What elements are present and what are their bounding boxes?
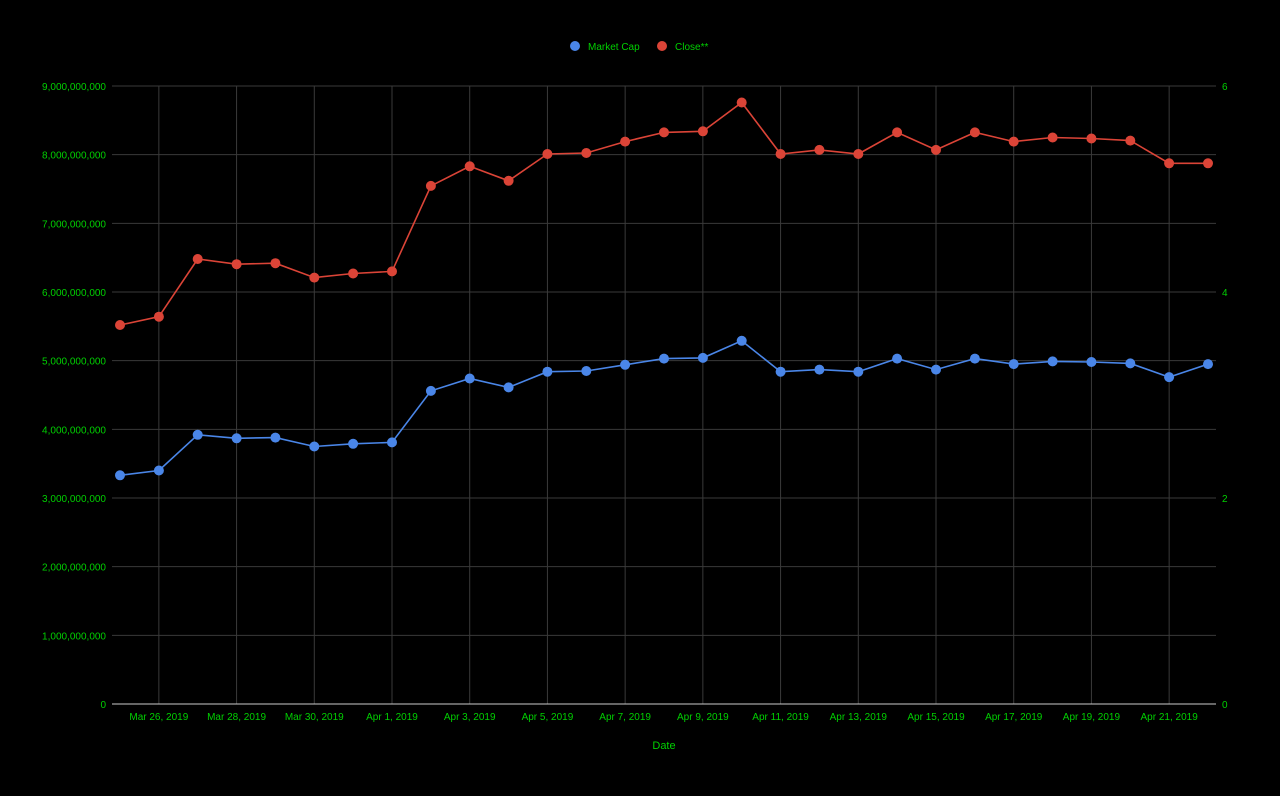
x-tick-label: Apr 11, 2019 <box>752 712 809 723</box>
x-tick-label: Apr 21, 2019 <box>1141 712 1199 723</box>
data-point-market-cap <box>892 353 903 364</box>
data-point-market-cap <box>1086 357 1097 367</box>
x-tick-label: Apr 5, 2019 <box>522 712 574 723</box>
data-point-close <box>1047 132 1058 143</box>
data-point-close <box>270 258 281 269</box>
data-point-market-cap <box>1008 359 1019 370</box>
legend-marker-close <box>657 41 667 51</box>
x-tick-label: Apr 15, 2019 <box>907 712 965 723</box>
data-point-market-cap <box>1125 358 1136 369</box>
y-left-tick-label: 2,000,000,000 <box>42 563 106 574</box>
legend-item-market-cap[interactable]: Market Cap <box>570 41 640 53</box>
data-point-close <box>814 144 825 155</box>
y-right-tick-label: 4 <box>1222 288 1228 299</box>
data-point-market-cap <box>115 470 125 481</box>
data-point-close <box>775 149 786 159</box>
data-point-close <box>736 97 747 108</box>
data-point-market-cap <box>542 366 553 377</box>
data-point-close <box>892 127 903 138</box>
data-point-close <box>620 136 631 147</box>
data-point-close <box>464 161 475 172</box>
data-point-close <box>1125 135 1136 146</box>
data-point-market-cap <box>814 364 825 375</box>
data-point-market-cap <box>581 366 592 376</box>
data-point-close <box>697 126 708 137</box>
data-point-close <box>542 149 553 159</box>
y-right-tick-label: 6 <box>1222 82 1228 93</box>
legend-marker-market-cap <box>570 41 580 51</box>
data-point-close <box>659 127 669 138</box>
x-tick-label: Apr 17, 2019 <box>985 712 1043 723</box>
data-point-close <box>153 311 164 322</box>
y-right-tick-label: 2 <box>1222 494 1228 505</box>
data-point-close <box>348 268 359 279</box>
axes: 0 1,000,000,000 2,000,000,000 3,000,000,000… <box>42 82 1228 723</box>
data-point-close <box>115 320 125 330</box>
x-tick-label: Apr 3, 2019 <box>444 712 496 723</box>
data-point-close <box>425 180 436 191</box>
x-tick-label: Apr 9, 2019 <box>677 712 729 723</box>
data-point-market-cap <box>231 433 242 444</box>
y-left-tick-label: 3,000,000,000 <box>42 494 106 505</box>
series-layer <box>115 97 1213 481</box>
data-point-close <box>192 254 203 264</box>
data-point-close <box>581 148 592 158</box>
y-left-tick-label: 5,000,000,000 <box>42 357 106 368</box>
y-left-tick-label: 0 <box>100 700 106 711</box>
data-point-market-cap <box>387 437 397 448</box>
data-point-close <box>1008 136 1019 147</box>
data-point-close <box>1086 133 1097 144</box>
data-point-market-cap <box>348 438 359 449</box>
y-left-tick-label: 8,000,000,000 <box>42 151 106 162</box>
data-point-close <box>309 272 320 283</box>
gridlines <box>112 85 1216 704</box>
data-point-market-cap <box>309 441 320 452</box>
data-point-market-cap <box>659 353 669 364</box>
data-point-market-cap <box>1047 356 1058 367</box>
data-point-close <box>1164 158 1175 169</box>
data-point-market-cap <box>697 352 708 363</box>
data-point-close <box>387 266 397 277</box>
data-point-market-cap <box>192 429 203 440</box>
data-point-close <box>969 127 980 138</box>
legend: Market Cap Close** <box>570 41 708 53</box>
y-left-tick-label: 7,000,000,000 <box>42 219 106 230</box>
data-point-market-cap <box>969 353 980 364</box>
y-left-tick-label: 9,000,000,000 <box>42 82 106 93</box>
data-point-market-cap <box>620 359 631 370</box>
legend-label-close: Close** <box>675 42 708 53</box>
x-tick-label: Mar 26, 2019 <box>129 712 188 723</box>
x-tick-label: Apr 1, 2019 <box>366 712 418 723</box>
data-point-close <box>503 175 514 186</box>
data-point-market-cap <box>1203 359 1213 370</box>
x-tick-label: Mar 28, 2019 <box>207 712 266 723</box>
x-tick-label: Mar 30, 2019 <box>285 712 344 723</box>
x-tick-label: Apr 19, 2019 <box>1063 712 1121 723</box>
data-point-market-cap <box>931 364 941 375</box>
data-point-close <box>931 144 941 155</box>
data-point-market-cap <box>775 366 786 377</box>
legend-label-market-cap: Market Cap <box>588 42 640 53</box>
data-point-market-cap <box>153 465 164 476</box>
data-point-market-cap <box>270 432 281 443</box>
x-tick-label: Apr 13, 2019 <box>830 712 888 723</box>
data-point-market-cap <box>1164 372 1175 383</box>
data-point-close <box>1203 158 1213 169</box>
data-point-market-cap <box>736 335 747 346</box>
data-point-market-cap <box>503 382 514 393</box>
y-right-tick-label: 0 <box>1222 700 1228 711</box>
data-point-market-cap <box>464 373 475 384</box>
y-left-tick-label: 4,000,000,000 <box>42 425 106 436</box>
legend-item-close[interactable]: Close** <box>657 41 708 53</box>
data-point-close <box>231 259 242 270</box>
y-left-tick-label: 6,000,000,000 <box>42 288 106 299</box>
y-left-tick-label: 1,000,000,000 <box>42 631 106 642</box>
x-tick-label: Apr 7, 2019 <box>599 712 651 723</box>
data-point-market-cap <box>853 366 864 377</box>
data-point-close <box>853 149 864 159</box>
x-axis-title: Date <box>652 740 675 752</box>
data-point-market-cap <box>425 385 436 396</box>
